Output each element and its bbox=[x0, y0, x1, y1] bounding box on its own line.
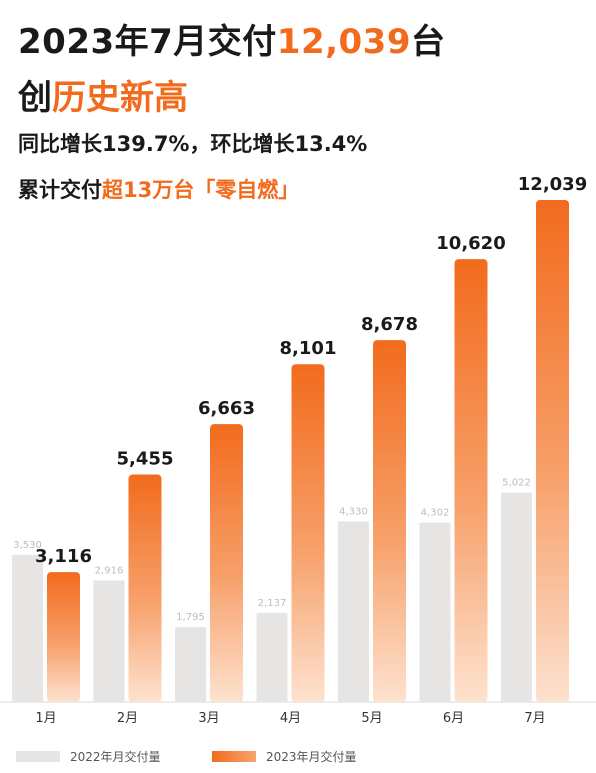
bar-2022-2 bbox=[93, 580, 125, 702]
x-tick-label-3: 3月 bbox=[198, 711, 219, 726]
value-label-2023-7: 12,039 bbox=[518, 174, 587, 195]
value-label-2023-6: 10,620 bbox=[436, 233, 505, 254]
bar-2022-1 bbox=[12, 554, 43, 702]
x-tick-label-7: 7月 bbox=[524, 711, 545, 726]
bar-2023-1 bbox=[47, 572, 80, 702]
bar-2023-2 bbox=[128, 474, 162, 702]
x-tick-label-6: 6月 bbox=[443, 711, 464, 726]
bar-2023-3 bbox=[210, 424, 243, 702]
bar-2022-7 bbox=[501, 492, 532, 702]
value-label-2022-3: 1,795 bbox=[176, 612, 205, 623]
legend-swatch-2023 bbox=[212, 751, 256, 762]
x-tick-label-1: 1月 bbox=[35, 711, 56, 726]
legend-label-2022: 2022年月交付量 bbox=[70, 750, 161, 764]
bar-2023-4 bbox=[291, 364, 325, 702]
bar-2023-5 bbox=[373, 340, 406, 702]
value-label-2023-4: 8,101 bbox=[280, 338, 337, 359]
headline-title-count: 12,039 bbox=[276, 22, 411, 62]
legend-item-2022: 2022年月交付量 bbox=[16, 748, 161, 765]
x-tick-label-5: 5月 bbox=[361, 711, 382, 726]
cumulative-stats-highlight: 超13万台「零自燃」 bbox=[102, 178, 300, 202]
x-tick-label-4: 4月 bbox=[280, 711, 301, 726]
legend-label-2023: 2023年月交付量 bbox=[266, 750, 357, 764]
headline-title-part1: 2023年7月交付 bbox=[18, 22, 277, 62]
bar-2022-4 bbox=[256, 612, 288, 702]
x-tick-label-2: 2月 bbox=[117, 711, 138, 726]
headline-subtitle-highlight: 历史新高 bbox=[52, 78, 188, 118]
value-label-2023-3: 6,663 bbox=[198, 398, 255, 419]
legend-item-2023: 2023年月交付量 bbox=[212, 748, 357, 765]
growth-stats: 同比增长139.7%，环比增长13.4% bbox=[18, 132, 368, 156]
legend-swatch-2022 bbox=[16, 751, 60, 762]
headline-subtitle-part1: 创 bbox=[18, 78, 52, 118]
cumulative-stats: 累计交付超13万台「零自燃」 bbox=[18, 174, 299, 204]
value-label-2022-1: 3,530 bbox=[13, 540, 42, 551]
headline-title-part3: 台 bbox=[411, 22, 446, 62]
value-label-2022-4: 2,137 bbox=[258, 598, 287, 609]
value-label-2023-2: 5,455 bbox=[117, 449, 174, 470]
bar-2022-6 bbox=[419, 522, 451, 702]
headline-subtitle: 创历史新高 bbox=[18, 70, 188, 119]
value-label-2022-5: 4,330 bbox=[339, 506, 368, 517]
bar-2022-5 bbox=[338, 521, 369, 702]
bar-2023-7 bbox=[536, 200, 569, 702]
bar-2023-6 bbox=[454, 259, 488, 702]
value-label-2022-2: 2,916 bbox=[95, 565, 124, 576]
cumulative-stats-label: 累计交付 bbox=[18, 178, 102, 202]
value-label-2023-1: 3,116 bbox=[35, 546, 92, 567]
value-label-2022-6: 4,302 bbox=[421, 508, 450, 519]
bar-2022-3 bbox=[175, 627, 206, 702]
headline-title: 2023年7月交付12,039台 bbox=[18, 14, 446, 63]
value-label-2022-7: 5,022 bbox=[502, 478, 531, 489]
value-label-2023-5: 8,678 bbox=[361, 314, 418, 335]
